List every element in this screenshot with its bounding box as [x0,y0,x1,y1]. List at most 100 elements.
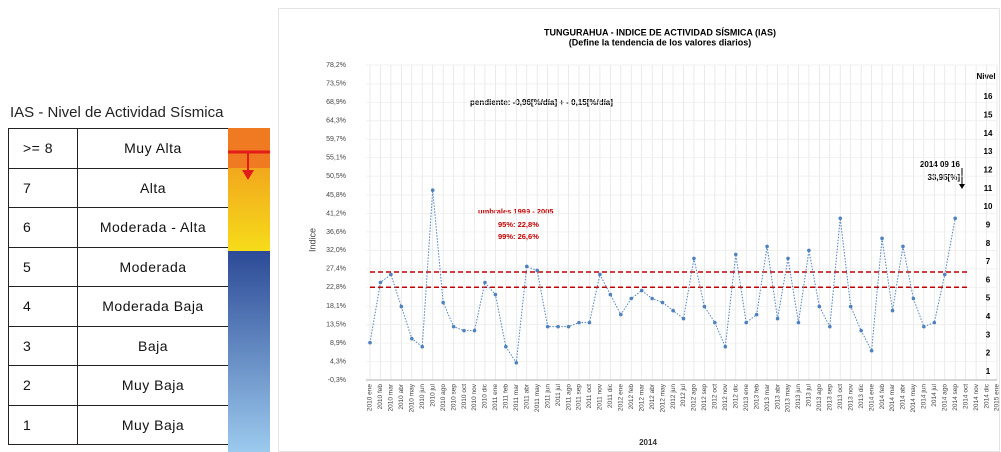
x-tick-label: 2010 nov [471,383,478,410]
color-bar [228,128,270,452]
data-point [410,336,414,341]
data-point [368,340,372,345]
band-low [228,251,270,452]
x-tick-label: 2014 may [910,383,917,412]
x-tick-label: 2011 dic [607,383,614,408]
x-tick-label: 2012 jun [670,384,677,409]
annotation-arrow-head [959,184,965,189]
x-tick-label: 2011 sep [576,384,583,411]
x-tick-label: 2013 abr [774,383,781,409]
chart-title: TUNGURAHUA - INDICE DE ACTIVIDAD SÍSMICA… [544,27,776,37]
table-row: 7 Alta [8,167,229,208]
x-tick-label: 2014 nov [973,383,980,410]
level-cell: 7 [8,167,78,208]
table-row: 6 Moderada - Alta [8,207,229,248]
data-point [608,292,613,297]
level-cell: 3 [8,325,78,366]
y2-tick-label: 12 [984,165,993,174]
y2-tick-label: 1 [986,367,991,376]
y-tick-label: 32,0% [326,247,346,254]
name-cell: Moderada - Alta [77,207,229,248]
x-tick-label: 2013 jul [806,383,813,406]
name-cell: Muy Baja [77,404,229,445]
y2-tick-label: 11 [984,184,993,193]
data-point [733,252,738,257]
threshold-label: 99%: 26,6% [498,232,539,241]
x-tick-label: 2010 jun [419,384,426,409]
x-tick-label: 2012 dic [732,383,739,408]
y2-tick-label: 15 [984,111,993,120]
name-cell: Alta [77,167,229,208]
x-tick-label: 2013 mar [764,383,771,411]
y-tick-label: 22,8% [326,284,346,291]
y-tick-label: 8,9% [330,340,346,347]
table-row: 1 Muy Baja [8,404,229,445]
y-axis-label: Indice [307,228,317,252]
x-tick-label: 2014 jul [931,383,938,406]
y-tick-label: 78,2% [326,62,346,69]
data-point [942,272,947,277]
data-point [462,328,466,333]
y-tick-label: 41,2% [326,210,346,217]
name-cell: Moderada Baja [77,286,229,327]
x-tick-label: 2010 oct [461,384,468,409]
data-point [483,280,487,285]
x-tick-label: 2011 jul [555,383,562,406]
x-tick-label: 2013 oct [837,384,844,409]
y-tick-label: 27,4% [326,266,346,273]
y-tick-label: 4,3% [330,358,346,365]
data-point [587,320,592,325]
data-point [671,308,675,313]
level-cell: 6 [8,207,78,248]
threshold-label: 95%: 22,8% [498,220,539,229]
y2-tick-label: 3 [986,330,991,339]
data-point [702,304,707,309]
x-tick-label: 2012 ago [691,384,698,411]
data-point [681,316,686,321]
x-tick-label: 2012 jul [680,383,687,406]
x-tick-label: 2010 sep [450,384,457,411]
y2-tick-label: 6 [986,275,991,284]
level-cell: 5 [8,246,78,287]
x-tick-label: 2010 dic [482,383,489,408]
table-row: 2 Muy Baja [8,365,229,406]
x-axis-label: 2014 [639,438,657,447]
data-point [744,320,748,325]
x-tick-label: 2015 ene [994,384,1000,411]
x-tick-label: 2014 sep [952,384,959,411]
data-point [848,304,853,309]
data-point [911,296,916,301]
x-tick-label: 2013 ene [743,384,750,411]
y-tick-label: -0,3% [328,377,346,384]
x-tick-label: 2010 ene [367,384,374,411]
data-point [723,344,728,349]
x-tick-label: 2011 may [534,383,541,412]
data-point [566,324,571,329]
x-tick-label: 2013 feb [753,384,760,410]
y2-axis-label: Nivel [976,72,995,81]
data-point [660,300,665,305]
data-point [953,216,957,221]
data-point [619,312,623,317]
table-row: >= 8 Muy Alta [8,128,229,169]
x-tick-label: 2010 may [409,383,416,412]
y2-tick-label: 4 [986,312,991,321]
y2-tick-label: 10 [984,202,993,211]
y-tick-label: 36,6% [326,229,346,236]
y2-tick-label: 2 [986,349,991,358]
y2-tick-label: 9 [986,220,991,229]
date-annotation: 2014 09 16 [920,160,961,169]
x-tick-label: 2012 mar [638,383,645,411]
x-tick-label: 2014 mar [889,383,896,411]
x-tick-label: 2012 nov [722,383,729,410]
y-tick-label: 45,8% [326,192,346,199]
level-cell: 2 [8,365,78,406]
x-tick-label: 2010 jul [429,383,436,406]
data-point [828,324,832,329]
x-tick-label: 2010 feb [377,384,384,410]
y-tick-label: 13,5% [326,321,346,328]
data-point [692,256,696,261]
data-point [556,324,560,329]
y-tick-label: 50,5% [326,173,346,180]
